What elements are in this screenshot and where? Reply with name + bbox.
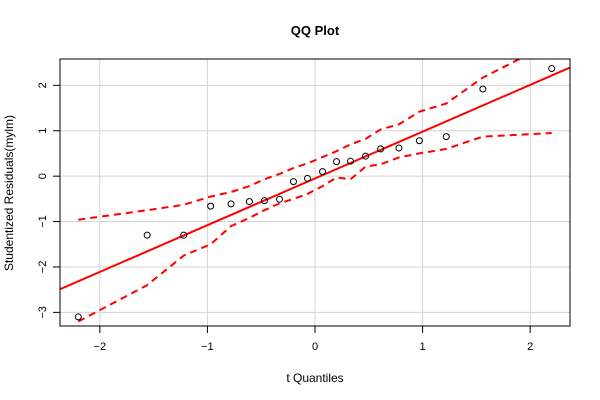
y-tick-label: 1 xyxy=(37,128,49,134)
x-tick-label: −2 xyxy=(94,341,107,353)
chart-title: QQ Plot xyxy=(291,23,340,38)
y-tick-label: 2 xyxy=(37,82,49,88)
data-point xyxy=(442,133,450,141)
y-axis-label: Studentized Residuals(mylm) xyxy=(2,115,16,271)
data-point xyxy=(180,231,188,239)
x-axis-label: t Quantiles xyxy=(286,371,343,385)
y-tick-label: −1 xyxy=(37,215,49,228)
data-point xyxy=(319,168,327,176)
x-tick-label: 1 xyxy=(420,341,426,353)
y-tick-label: −2 xyxy=(37,261,49,274)
data-point xyxy=(275,195,283,203)
data-point xyxy=(227,200,235,208)
x-tick-label: 0 xyxy=(312,341,318,353)
points xyxy=(74,65,556,321)
data-point xyxy=(207,202,215,210)
data-point xyxy=(362,152,370,160)
upper-confidence-band xyxy=(78,59,522,221)
confidence-bands xyxy=(77,59,552,323)
lower-confidence-band xyxy=(77,132,552,323)
data-point xyxy=(347,157,355,165)
x-tick-label: 2 xyxy=(527,341,533,353)
data-point xyxy=(143,231,151,239)
data-point xyxy=(479,85,487,93)
y-tick-label: 0 xyxy=(37,173,49,179)
data-point xyxy=(333,158,341,166)
y-tick-label: −3 xyxy=(37,306,49,319)
reference-line-group xyxy=(60,66,570,291)
x-tick-label: −1 xyxy=(201,341,214,353)
data-point xyxy=(245,198,253,206)
data-point xyxy=(415,137,423,145)
data-point xyxy=(395,144,403,152)
data-point xyxy=(548,65,556,73)
reference-line xyxy=(60,66,570,291)
data-point xyxy=(289,178,297,186)
data-point xyxy=(377,145,385,153)
data-point xyxy=(260,197,268,205)
grid xyxy=(60,59,570,326)
axes: −2 −1 0 1 2 −3 −2 −1 0 1 2 xyxy=(37,82,533,353)
data-point xyxy=(303,174,311,182)
data-point xyxy=(74,313,82,321)
